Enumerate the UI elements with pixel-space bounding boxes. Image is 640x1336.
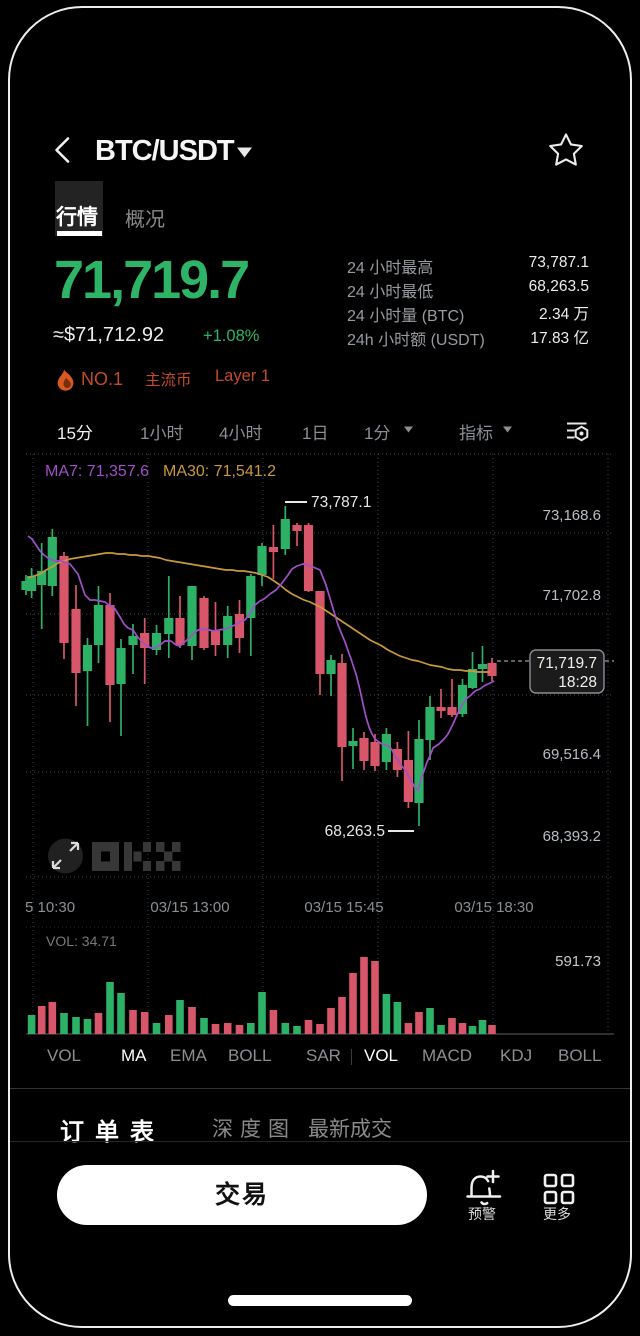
svg-text:MA30: 71,541.2: MA30: 71,541.2 bbox=[163, 463, 276, 480]
svg-text:18:28: 18:28 bbox=[558, 674, 597, 691]
svg-text:VOL: 34.71: VOL: 34.71 bbox=[46, 933, 117, 949]
svg-text:591.73: 591.73 bbox=[555, 953, 601, 970]
svg-text:71,702.8: 71,702.8 bbox=[543, 587, 601, 604]
svg-text:03/15 15:45: 03/15 15:45 bbox=[304, 899, 383, 916]
svg-text:5 10:30: 5 10:30 bbox=[25, 899, 75, 916]
svg-text:03/15 18:30: 03/15 18:30 bbox=[454, 899, 533, 916]
svg-text:71,719.7: 71,719.7 bbox=[537, 655, 597, 672]
svg-text:68,263.5: 68,263.5 bbox=[325, 823, 385, 840]
svg-text:68,393.2: 68,393.2 bbox=[543, 828, 601, 845]
svg-text:73,168.6: 73,168.6 bbox=[543, 507, 601, 524]
svg-text:MA7: 71,357.6: MA7: 71,357.6 bbox=[45, 463, 149, 480]
svg-text:03/15 13:00: 03/15 13:00 bbox=[150, 899, 229, 916]
svg-text:73,787.1: 73,787.1 bbox=[311, 494, 371, 511]
svg-text:69,516.4: 69,516.4 bbox=[543, 746, 601, 763]
